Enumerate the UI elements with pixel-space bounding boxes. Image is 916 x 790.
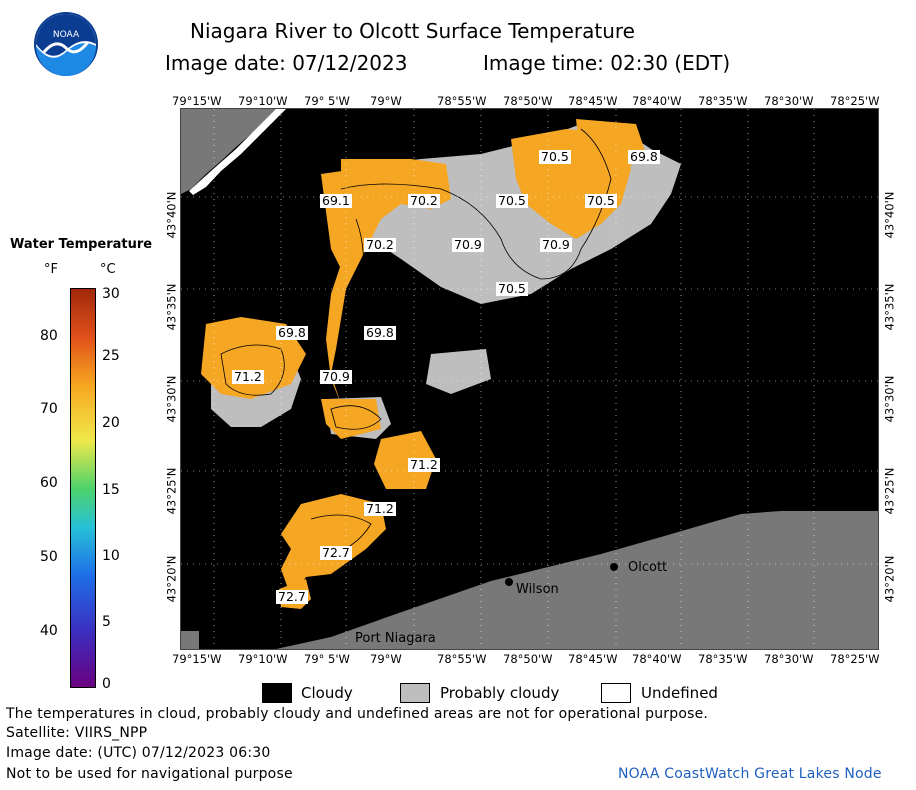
lon-tick-label: 79°15'W xyxy=(172,652,222,666)
lat-tick-label: 43°35'N xyxy=(882,283,897,331)
footer-satellite: Satellite: VIIRS_NPP xyxy=(6,725,148,741)
colorbar-c-tick: 25 xyxy=(102,348,120,364)
lon-tick-label: 79°10'W xyxy=(238,94,288,108)
lon-tick-label: 79°W xyxy=(370,94,402,108)
olcott-marker xyxy=(610,563,618,571)
lat-tick-label: 43°30'N xyxy=(882,375,897,423)
place-wilson: Wilson xyxy=(516,582,559,597)
lon-tick-label: 79° 5'W xyxy=(304,652,350,666)
lon-tick-label: 79° 5'W xyxy=(304,94,350,108)
lon-tick-label: 78°40'W xyxy=(632,94,682,108)
lat-tick-label: 43°25'N xyxy=(882,467,897,515)
colorbar-c-tick: 20 xyxy=(102,415,120,431)
colorbar-unit-c: °C xyxy=(100,262,116,277)
lon-tick-label: 78°30'W xyxy=(764,94,814,108)
colorbar-c-tick: 15 xyxy=(102,482,120,498)
lat-tick-label: 43°20'N xyxy=(164,555,179,603)
land-ontario xyxy=(181,109,276,194)
colorbar-c-tick: 5 xyxy=(102,614,111,630)
footer-credit: NOAA CoastWatch Great Lakes Node xyxy=(618,766,882,782)
lon-tick-label: 78°25'W xyxy=(830,94,880,108)
isotherm-label: 69.8 xyxy=(276,325,308,340)
colorbar-c-tick: 30 xyxy=(102,286,120,302)
lon-tick-label: 79°15'W xyxy=(172,94,222,108)
warm-water-mid xyxy=(374,431,436,489)
lon-tick-label: 78°25'W xyxy=(830,652,880,666)
legend-label-undefined: Undefined xyxy=(641,684,718,702)
colorbar-f-tick: 70 xyxy=(40,401,58,417)
lon-tick-label: 78°35'W xyxy=(698,94,748,108)
undefined-strip-nw xyxy=(189,109,286,195)
legend-label-cloudy: Cloudy xyxy=(301,684,353,702)
colorbar-unit-f: °F xyxy=(44,262,58,277)
image-time: Image time: 02:30 (EDT) xyxy=(483,51,731,75)
isotherm-label: 69.8 xyxy=(628,149,660,164)
lon-tick-label: 78°55'W xyxy=(437,652,487,666)
lon-tick-label: 78°40'W xyxy=(632,652,682,666)
place-port-niagara: Port Niagara xyxy=(355,631,436,646)
map-svg xyxy=(181,109,878,649)
pcloud-fragment xyxy=(426,349,491,394)
colorbar xyxy=(70,288,96,688)
lon-tick-label: 78°45'W xyxy=(568,94,618,108)
isotherm-label: 70.9 xyxy=(320,369,352,384)
colorbar-title: Water Temperature xyxy=(10,237,153,252)
noaa-logo: NOAA xyxy=(34,12,98,76)
lon-tick-label: 79°W xyxy=(370,652,402,666)
colorbar-f-tick: 50 xyxy=(40,549,58,565)
land-newyork xyxy=(276,511,878,649)
legend-swatch-probably-cloudy xyxy=(400,683,430,703)
legend-swatch-undefined xyxy=(601,683,631,703)
lon-tick-label: 79°10'W xyxy=(238,652,288,666)
isotherm-label: 70.2 xyxy=(364,237,396,252)
colorbar-f-tick: 80 xyxy=(40,328,58,344)
lon-tick-label: 78°50'W xyxy=(503,94,553,108)
isotherm-label: 70.5 xyxy=(496,193,528,208)
lon-tick-label: 78°45'W xyxy=(568,652,618,666)
footer-nav-warning: Not to be used for navigational purpose xyxy=(6,766,293,782)
colorbar-c-tick: 10 xyxy=(102,548,120,564)
lon-tick-label: 78°55'W xyxy=(437,94,487,108)
colorbar-f-tick: 60 xyxy=(40,475,58,491)
isotherm-label: 69.1 xyxy=(320,193,352,208)
isotherm-label: 70.5 xyxy=(539,149,571,164)
lat-tick-label: 43°25'N xyxy=(164,467,179,515)
lon-tick-label: 78°50'W xyxy=(503,652,553,666)
isotherm-label: 70.2 xyxy=(408,193,440,208)
isotherm-label: 70.9 xyxy=(452,237,484,252)
footer-disclaimer: The temperatures in cloud, probably clou… xyxy=(6,706,709,722)
lat-tick-label: 43°20'N xyxy=(882,555,897,603)
map-title: Niagara River to Olcott Surface Temperat… xyxy=(190,19,635,43)
lat-tick-label: 43°35'N xyxy=(164,283,179,331)
colorbar-c-tick: 0 xyxy=(102,676,111,692)
isotherm-label: 70.5 xyxy=(585,193,617,208)
isotherm-label: 70.5 xyxy=(496,281,528,296)
isotherm-label: 69.8 xyxy=(364,325,396,340)
place-olcott: Olcott xyxy=(628,560,668,575)
land-corner-sw xyxy=(181,631,199,649)
warm-water-south xyxy=(281,494,386,597)
graticule xyxy=(181,109,878,649)
legend-swatch-cloudy xyxy=(262,683,292,703)
isotherm-label: 71.2 xyxy=(232,369,264,384)
footer-utc-date: Image date: (UTC) 07/12/2023 06:30 xyxy=(6,745,271,761)
isotherm-label: 71.2 xyxy=(408,457,440,472)
lon-tick-label: 78°30'W xyxy=(764,652,814,666)
isotherm-label: 70.9 xyxy=(540,237,572,252)
lon-tick-label: 78°35'W xyxy=(698,652,748,666)
colorbar-f-tick: 40 xyxy=(40,623,58,639)
lat-tick-label: 43°30'N xyxy=(164,375,179,423)
wilson-marker xyxy=(505,578,513,586)
map-panel: 70.5 69.8 69.1 70.2 70.5 70.5 70.2 70.9 … xyxy=(180,108,879,650)
isotherm-label: 72.7 xyxy=(276,589,308,604)
isotherm-label: 72.7 xyxy=(320,545,352,560)
legend-label-probably-cloudy: Probably cloudy xyxy=(440,684,560,702)
logo-text: NOAA xyxy=(53,30,80,40)
image-date: Image date: 07/12/2023 xyxy=(165,51,408,75)
isotherm-label: 71.2 xyxy=(364,501,396,516)
lat-tick-label: 43°40'N xyxy=(164,191,179,239)
lat-tick-label: 43°40'N xyxy=(882,191,897,239)
